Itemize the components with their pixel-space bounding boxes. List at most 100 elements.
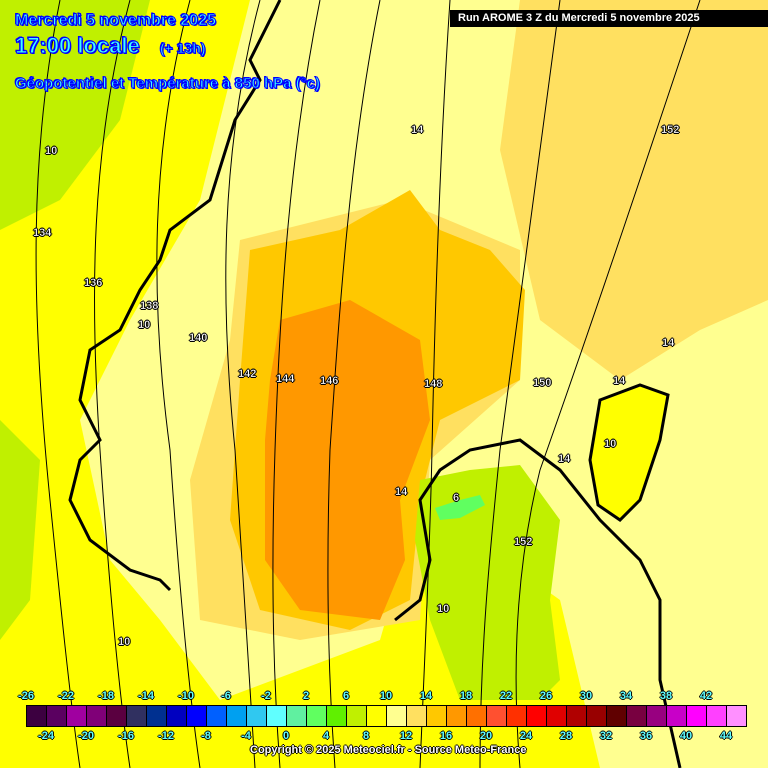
legend-label-top: 26 bbox=[539, 690, 553, 702]
legend-label-top: 6 bbox=[342, 690, 350, 702]
legend-color-box bbox=[167, 706, 187, 726]
legend-color-box bbox=[567, 706, 587, 726]
contour-label: 134 bbox=[33, 227, 52, 239]
contour-label: 152 bbox=[514, 536, 533, 548]
legend-label-top: 22 bbox=[499, 690, 513, 702]
legend-color-box bbox=[527, 706, 547, 726]
legend-label-top: -26 bbox=[18, 690, 34, 702]
contour-label: 148 bbox=[424, 378, 443, 390]
legend-color-box bbox=[227, 706, 247, 726]
legend-label-top: 14 bbox=[419, 690, 433, 702]
legend-color-box bbox=[647, 706, 667, 726]
legend-color-box bbox=[327, 706, 347, 726]
color-scale-legend bbox=[26, 705, 747, 727]
contour-label: 150 bbox=[533, 377, 552, 389]
legend-label-top: -18 bbox=[98, 690, 114, 702]
contour-label: 6 bbox=[453, 492, 460, 504]
legend-color-box bbox=[107, 706, 127, 726]
legend-color-box bbox=[347, 706, 367, 726]
legend-color-box bbox=[687, 706, 707, 726]
legend-color-box bbox=[47, 706, 67, 726]
legend-color-box bbox=[607, 706, 627, 726]
legend-label-bottom: 20 bbox=[479, 730, 493, 742]
contour-label: 10 bbox=[604, 438, 617, 450]
legend-label-bottom: -24 bbox=[38, 730, 54, 742]
contour-label: 14 bbox=[558, 453, 571, 465]
legend-label-bottom: -4 bbox=[241, 730, 251, 742]
contour-label: 10 bbox=[437, 603, 450, 615]
legend-color-box bbox=[627, 706, 647, 726]
legend-label-top: 2 bbox=[302, 690, 310, 702]
contour-label: 10 bbox=[118, 636, 131, 648]
contour-label: 14 bbox=[395, 486, 408, 498]
contour-label: 10 bbox=[138, 319, 151, 331]
contour-label: 140 bbox=[189, 332, 208, 344]
coastline bbox=[68, 0, 682, 768]
legend-color-box bbox=[127, 706, 147, 726]
legend-label-bottom: 16 bbox=[439, 730, 453, 742]
legend-color-box bbox=[367, 706, 387, 726]
forecast-lead-time: (+ 13h) bbox=[160, 40, 207, 57]
legend-label-bottom: -16 bbox=[118, 730, 134, 742]
legend-label-bottom: 0 bbox=[282, 730, 290, 742]
legend-label-bottom: 28 bbox=[559, 730, 573, 742]
legend-label-bottom: -8 bbox=[201, 730, 211, 742]
legend-color-box bbox=[247, 706, 267, 726]
zone-green-small bbox=[435, 495, 485, 520]
legend-color-box bbox=[147, 706, 167, 726]
legend-label-bottom: 44 bbox=[719, 730, 733, 742]
legend-color-box bbox=[87, 706, 107, 726]
legend-label-top: -14 bbox=[138, 690, 154, 702]
legend-label-top: 10 bbox=[379, 690, 393, 702]
legend-label-bottom: -20 bbox=[78, 730, 94, 742]
forecast-date: Mercredi 5 novembre 2025 bbox=[15, 12, 217, 30]
contour-label: 152 bbox=[661, 124, 680, 136]
legend-color-box bbox=[427, 706, 447, 726]
legend-color-box bbox=[27, 706, 47, 726]
legend-color-box bbox=[287, 706, 307, 726]
legend-color-box bbox=[67, 706, 87, 726]
legend-color-box bbox=[387, 706, 407, 726]
zone-dark-orange bbox=[265, 300, 430, 620]
contour-label: 142 bbox=[238, 368, 257, 380]
contour-label: 136 bbox=[84, 277, 103, 289]
contour-label: 138 bbox=[140, 300, 159, 312]
run-info-bar: Run AROME 3 Z du Mercredi 5 novembre 202… bbox=[450, 10, 768, 27]
legend-color-box bbox=[407, 706, 427, 726]
legend-label-bottom: 12 bbox=[399, 730, 413, 742]
legend-label-top: 38 bbox=[659, 690, 673, 702]
copyright: Copyright © 2025 Meteociel.fr - Source M… bbox=[250, 744, 527, 756]
legend-label-top: 42 bbox=[699, 690, 713, 702]
zone-green-west-bottom bbox=[0, 420, 40, 640]
legend-color-box bbox=[207, 706, 227, 726]
corsica bbox=[588, 383, 670, 522]
contour-label: 10 bbox=[45, 145, 58, 157]
forecast-time: 17:00 locale bbox=[15, 33, 141, 59]
legend-label-top: -2 bbox=[261, 690, 271, 702]
legend-label-top: 18 bbox=[459, 690, 473, 702]
legend-color-box bbox=[667, 706, 687, 726]
legend-label-bottom: 24 bbox=[519, 730, 533, 742]
legend-label-top: 34 bbox=[619, 690, 633, 702]
contour-label: 14 bbox=[662, 337, 675, 349]
legend-label-bottom: 40 bbox=[679, 730, 693, 742]
legend-color-box bbox=[267, 706, 287, 726]
contour-label: 14 bbox=[613, 375, 626, 387]
legend-label-bottom: 8 bbox=[362, 730, 370, 742]
legend-color-box bbox=[507, 706, 527, 726]
contour-label: 14 bbox=[411, 124, 424, 136]
legend-label-bottom: 4 bbox=[322, 730, 330, 742]
legend-label-top: -22 bbox=[58, 690, 74, 702]
legend-label-top: -10 bbox=[178, 690, 194, 702]
legend-label-bottom: -12 bbox=[158, 730, 174, 742]
legend-color-box bbox=[307, 706, 327, 726]
legend-label-top: -6 bbox=[221, 690, 231, 702]
legend-color-box bbox=[587, 706, 607, 726]
zone-green-west bbox=[0, 0, 150, 230]
geopotential-contours bbox=[35, 0, 701, 768]
legend-label-top: 30 bbox=[579, 690, 593, 702]
legend-color-box bbox=[487, 706, 507, 726]
legend-color-box bbox=[467, 706, 487, 726]
legend-color-box bbox=[727, 706, 746, 726]
